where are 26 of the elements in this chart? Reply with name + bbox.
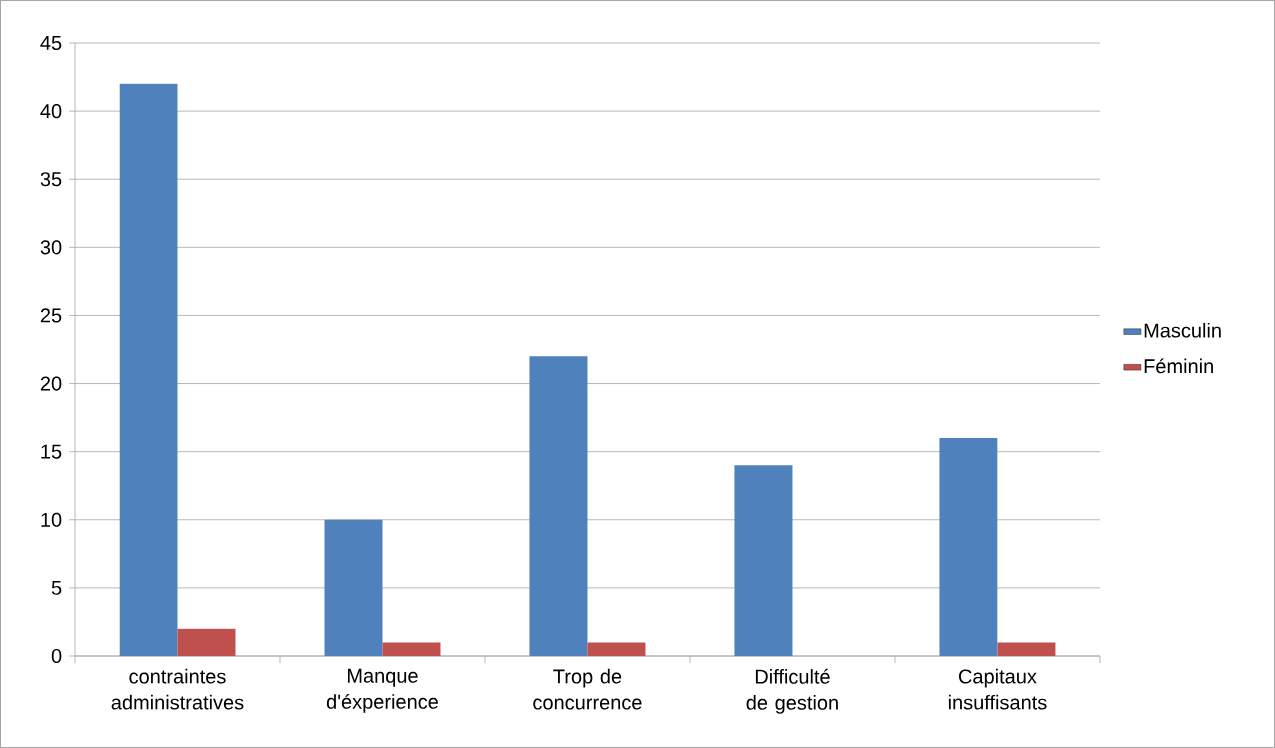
y-tick-label: 45 (40, 36, 62, 50)
legend-label: Féminin (1144, 358, 1213, 374)
x-tick-label: Capitaux insuffisants (948, 668, 1047, 710)
x-tick-label: Trop de concurrence (533, 668, 642, 710)
bar (119, 83, 178, 656)
bar (997, 642, 1056, 656)
x-tick-label: contraintes administratives (111, 668, 244, 710)
x-tick-label: Difficulté de gestion (746, 668, 838, 714)
bar (177, 628, 236, 656)
y-tick-label: 30 (40, 240, 62, 255)
y-tick-label: 10 (41, 512, 62, 527)
y-tick-label: 20 (40, 376, 62, 391)
bar (324, 519, 383, 656)
bar (939, 438, 998, 656)
bar (529, 356, 588, 656)
y-tick-label: 25 (40, 308, 62, 323)
bar (382, 642, 441, 656)
y-tick-label: 40 (40, 104, 62, 119)
x-tick-label: Manque d'éxperience (326, 668, 438, 713)
y-tick-label: 0 (51, 648, 62, 664)
y-tick-label: 15 (41, 444, 62, 459)
y-tick-label: 5 (51, 580, 62, 595)
legend-label: Masculin (1144, 322, 1221, 338)
bar (587, 642, 646, 656)
y-tick-label: 35 (40, 172, 62, 187)
bar (734, 465, 793, 656)
